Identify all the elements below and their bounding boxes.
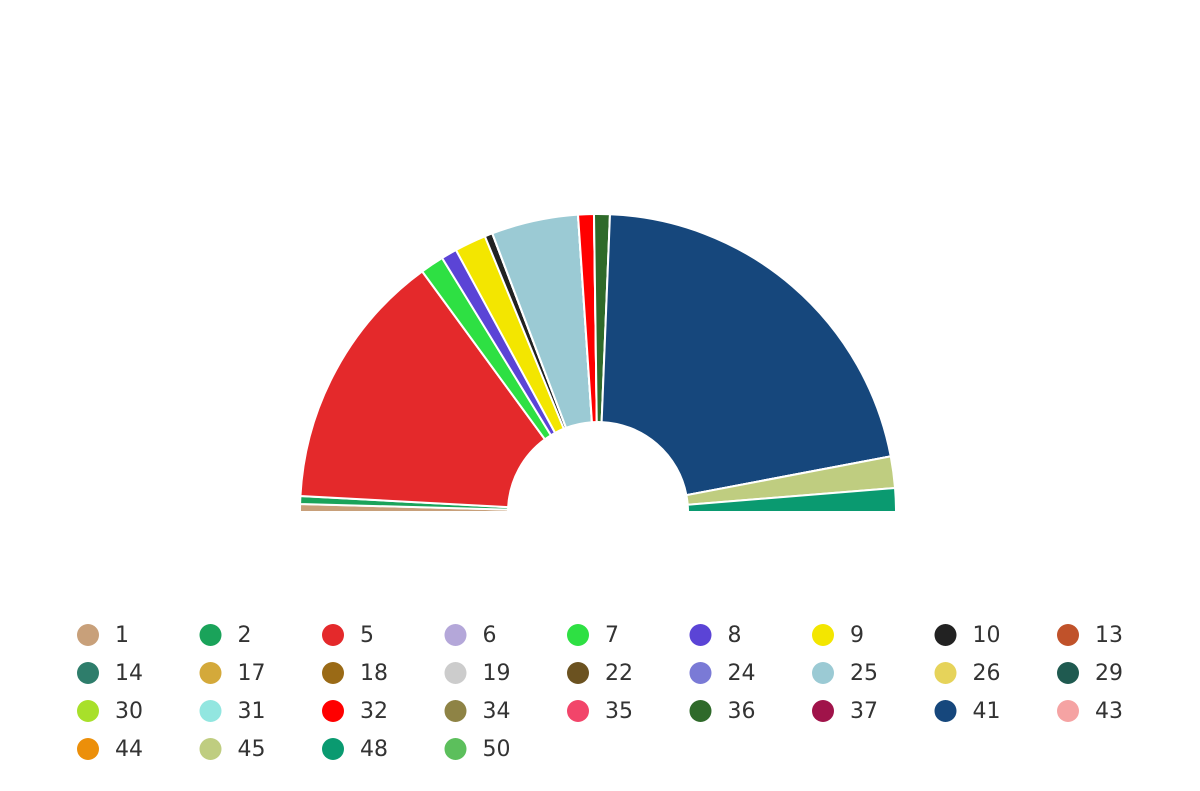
legend-label: 17 (238, 661, 266, 686)
legend-marker (322, 700, 344, 722)
legend-marker (444, 662, 467, 684)
legend-label: 1 (115, 623, 129, 648)
legend-marker (322, 624, 344, 646)
legend-label: 22 (605, 661, 633, 686)
legend-marker (812, 624, 834, 646)
legend-marker (322, 738, 344, 760)
legend-label: 30 (115, 699, 143, 724)
legend-marker (567, 700, 589, 722)
legend-label: 37 (850, 699, 878, 724)
slice (600, 213, 892, 497)
legend-marker (444, 738, 467, 760)
legend-marker (199, 662, 222, 684)
legend-label: 9 (850, 623, 864, 648)
legend-label: 45 (238, 737, 266, 762)
legend-label: 2 (238, 623, 252, 648)
legend-marker (934, 624, 957, 646)
legend-marker (444, 624, 467, 646)
legend-label: 10 (973, 623, 1001, 648)
legend-label: 31 (238, 699, 266, 724)
legend-label: 25 (850, 661, 878, 686)
legend-label: 32 (360, 699, 388, 724)
legend-marker (199, 624, 222, 646)
legend-marker (322, 662, 344, 684)
legend-marker (689, 700, 712, 722)
legend-marker (199, 700, 222, 722)
legend-marker (689, 624, 712, 646)
legend-marker (199, 738, 222, 760)
legend-label: 35 (605, 699, 633, 724)
legend-marker (77, 624, 99, 646)
legend-label: 19 (483, 661, 511, 686)
legend-label: 18 (360, 661, 388, 686)
legend-marker (1057, 700, 1079, 722)
legend-marker (934, 662, 957, 684)
legend-marker (934, 700, 957, 722)
legend-label: 26 (973, 661, 1001, 686)
legend-label: 34 (483, 699, 511, 724)
legend-marker (1057, 624, 1079, 646)
legend-label: 50 (483, 737, 511, 762)
legend-marker (77, 700, 99, 722)
legend-marker (77, 738, 99, 760)
legend-marker (567, 662, 589, 684)
legend-label: 6 (483, 623, 497, 648)
legend-marker (812, 662, 834, 684)
legend-label: 5 (360, 623, 374, 648)
legend-label: 29 (1095, 661, 1123, 686)
legend-marker (77, 662, 99, 684)
legend-marker (689, 662, 712, 684)
legend-label: 48 (360, 737, 388, 762)
legend-marker (812, 700, 834, 722)
legend-label: 44 (115, 737, 143, 762)
legend-label: 36 (728, 699, 756, 724)
legend-marker (567, 624, 589, 646)
legend-label: 14 (115, 661, 143, 686)
legend-marker (1057, 662, 1079, 684)
legend-label: 43 (1095, 699, 1123, 724)
legend-label: 7 (605, 623, 619, 648)
slice (299, 269, 547, 509)
legend-label: 13 (1095, 623, 1123, 648)
legend-label: 41 (973, 699, 1001, 724)
legend-label: 24 (728, 661, 756, 686)
legend-marker (444, 700, 467, 722)
legend-label: 8 (728, 623, 742, 648)
